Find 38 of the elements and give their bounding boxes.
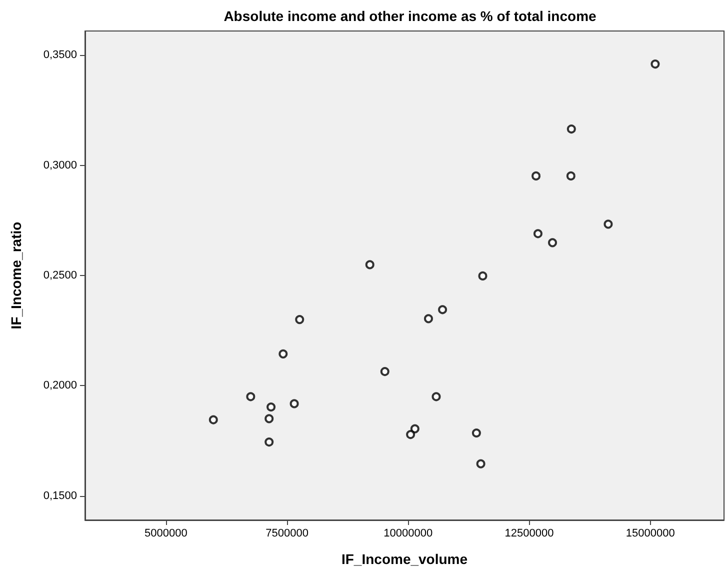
x-tick-label: 5000000: [144, 528, 188, 540]
x-tick-label: 10000000: [384, 528, 433, 540]
point: [533, 229, 542, 238]
point: [264, 438, 274, 447]
y-tick-label: 0,2500: [43, 270, 77, 282]
x-tick-label: 15000000: [626, 528, 675, 540]
point: [650, 60, 660, 69]
point: [438, 305, 448, 314]
point: [266, 402, 276, 412]
point: [406, 430, 416, 440]
x-tick-label: 7500000: [266, 528, 308, 540]
point: [208, 415, 218, 424]
chart-title: Absolute income and other income as % of total income: [224, 8, 597, 24]
y-tick-label: 0,3000: [43, 159, 77, 172]
point: [424, 314, 433, 324]
point: [532, 171, 541, 180]
point: [604, 220, 613, 229]
point: [476, 459, 486, 468]
y-axis-title: IF_Income_ratio: [8, 222, 24, 330]
x-tick-label: 12500000: [504, 528, 554, 540]
point: [365, 260, 374, 270]
point: [566, 124, 576, 134]
point: [548, 238, 557, 248]
point: [290, 399, 299, 408]
point: [246, 392, 256, 402]
point: [264, 414, 274, 424]
point: [432, 392, 441, 402]
point: [566, 171, 576, 180]
point: [380, 367, 390, 376]
point: [478, 271, 488, 280]
y-tick-label: 0,2000: [43, 380, 77, 392]
point: [295, 315, 304, 324]
x-axis-title: IF_Income_volume: [341, 551, 468, 567]
y-tick-label: 0,3500: [43, 49, 77, 62]
point: [278, 349, 288, 358]
y-tick-label: 0,1500: [43, 490, 77, 502]
point: [410, 424, 420, 434]
point: [472, 428, 481, 438]
